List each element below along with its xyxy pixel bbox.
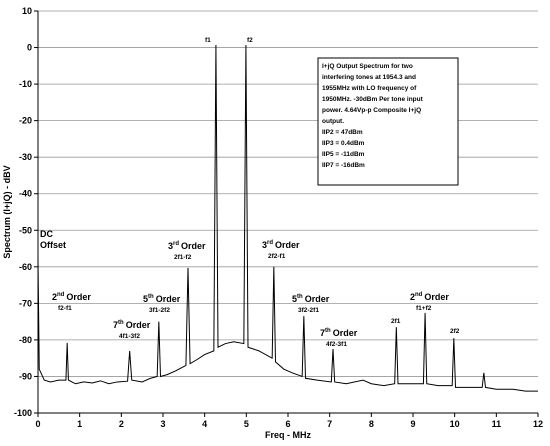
annotation-term: f1+f2 (416, 305, 432, 312)
annotation-suffix: th (118, 320, 124, 326)
y-tick-label: -60 (19, 262, 32, 272)
note-line: IIP7 = -16dBm (322, 162, 365, 169)
annotation-suffix: rd (173, 241, 179, 247)
annotation-suffix: nd (415, 292, 423, 298)
annotation-label: Order (126, 320, 151, 330)
annotation-text: 7th Order (320, 328, 358, 338)
annotation-term: 4f1-3f2 (119, 333, 140, 340)
annotation-order: 2 (410, 292, 415, 302)
annotation-label: Order (275, 240, 300, 250)
x-axis-label: Freq - MHz (265, 430, 311, 440)
annotation-suffix: th (325, 328, 331, 334)
y-tick-label: -20 (19, 116, 32, 126)
annotation-suffix: th (297, 294, 303, 300)
annotation-label: Order (305, 294, 330, 304)
annotation-text: 2nd Order (410, 292, 449, 302)
annotation-term: 3f1-2f2 (149, 307, 170, 314)
y-tick-label: -50 (19, 225, 32, 235)
note-line: output. (322, 118, 344, 125)
annotation-text: 3rd Order (168, 241, 206, 251)
annotation-text: DC (40, 229, 53, 239)
x-tick-label: 8 (369, 419, 374, 429)
x-tick-label: 5 (244, 419, 249, 429)
x-tick-label: 1 (77, 419, 82, 429)
y-tick-label: 0 (27, 43, 32, 53)
y-tick-label: -70 (19, 298, 32, 308)
note-line: interfering tones at 1954.3 and (322, 74, 416, 81)
note-line: I+jQ Output Spectrum for two (322, 63, 413, 70)
y-axis-label: Spectrum (I+jQ) - dBV (2, 165, 12, 258)
x-tick-label: 9 (410, 419, 415, 429)
annotation-label: Order (181, 241, 206, 251)
note-line: IIP2 = 47dBm (322, 129, 363, 136)
x-tick-label: 6 (285, 419, 290, 429)
note-line: 1950MHz. -30dBm Per tone input (322, 96, 424, 103)
note-line: IIP5 = -11dBm (322, 151, 365, 158)
annotation-term: 2f1 (391, 318, 401, 325)
x-tick-label: 10 (450, 419, 460, 429)
y-tick-label: -40 (19, 189, 32, 199)
annotation-text: 5th Order (143, 294, 181, 304)
annotation-term: 2f2 (450, 328, 460, 335)
x-tick-label: 12 (533, 419, 543, 429)
annotation-label: Order (424, 292, 449, 302)
y-tick-label: -90 (19, 371, 32, 381)
annotation-order: 7 (320, 328, 325, 338)
annotation-suffix: th (148, 294, 154, 300)
x-tick-label: 3 (160, 419, 165, 429)
annotation-term: 4f2-3f1 (326, 341, 347, 348)
annotation-suffix: nd (57, 292, 65, 298)
annotation-order: 3 (168, 241, 173, 251)
y-tick-label: 10 (22, 6, 32, 16)
annotation-order: 3 (262, 240, 267, 250)
note-line: 1955MHz with LO frequency of (322, 85, 417, 92)
y-tick-label: -10 (19, 79, 32, 89)
y-tick-label: -80 (19, 335, 32, 345)
annotation-term: 3f2-2f1 (298, 307, 319, 314)
x-tick-label: 11 (492, 419, 502, 429)
x-tick-label: 2 (119, 419, 124, 429)
annotation-order: 5 (143, 294, 148, 304)
annotation-order: 7 (113, 320, 118, 330)
annotation-term: 2f2-f1 (268, 253, 286, 260)
annotation-label: Order (156, 294, 181, 304)
annotation-term: 2f1-f2 (174, 254, 192, 261)
annotation-text: Offset (40, 240, 66, 250)
annotation-term: f2 (247, 37, 253, 44)
note-box (317, 57, 459, 186)
x-tick-label: 0 (35, 419, 40, 429)
annotation-term: f2-f1 (58, 305, 72, 312)
annotation-text: 3rd Order (262, 240, 300, 250)
annotation-order: 2 (52, 292, 57, 302)
spectrum-line (37, 44, 538, 392)
annotation-text: 2nd Order (52, 292, 91, 302)
y-tick-label: -100 (14, 408, 32, 418)
y-tick-label: -30 (19, 152, 32, 162)
note-line: IIP3 = 0.4dBm (322, 140, 365, 147)
annotation-text: 7th Order (113, 320, 151, 330)
annotation-term: f1 (205, 37, 211, 44)
x-tick-label: 4 (202, 419, 207, 429)
note-line: power. 4.64Vp-p Composite I+jQ (322, 107, 421, 114)
annotation-label: Order (66, 292, 91, 302)
x-tick-label: 7 (327, 419, 332, 429)
annotation-text: 5th Order (292, 294, 330, 304)
annotation-suffix: rd (267, 240, 273, 246)
annotation-order: 5 (292, 294, 297, 304)
annotation-label: Order (333, 328, 358, 338)
